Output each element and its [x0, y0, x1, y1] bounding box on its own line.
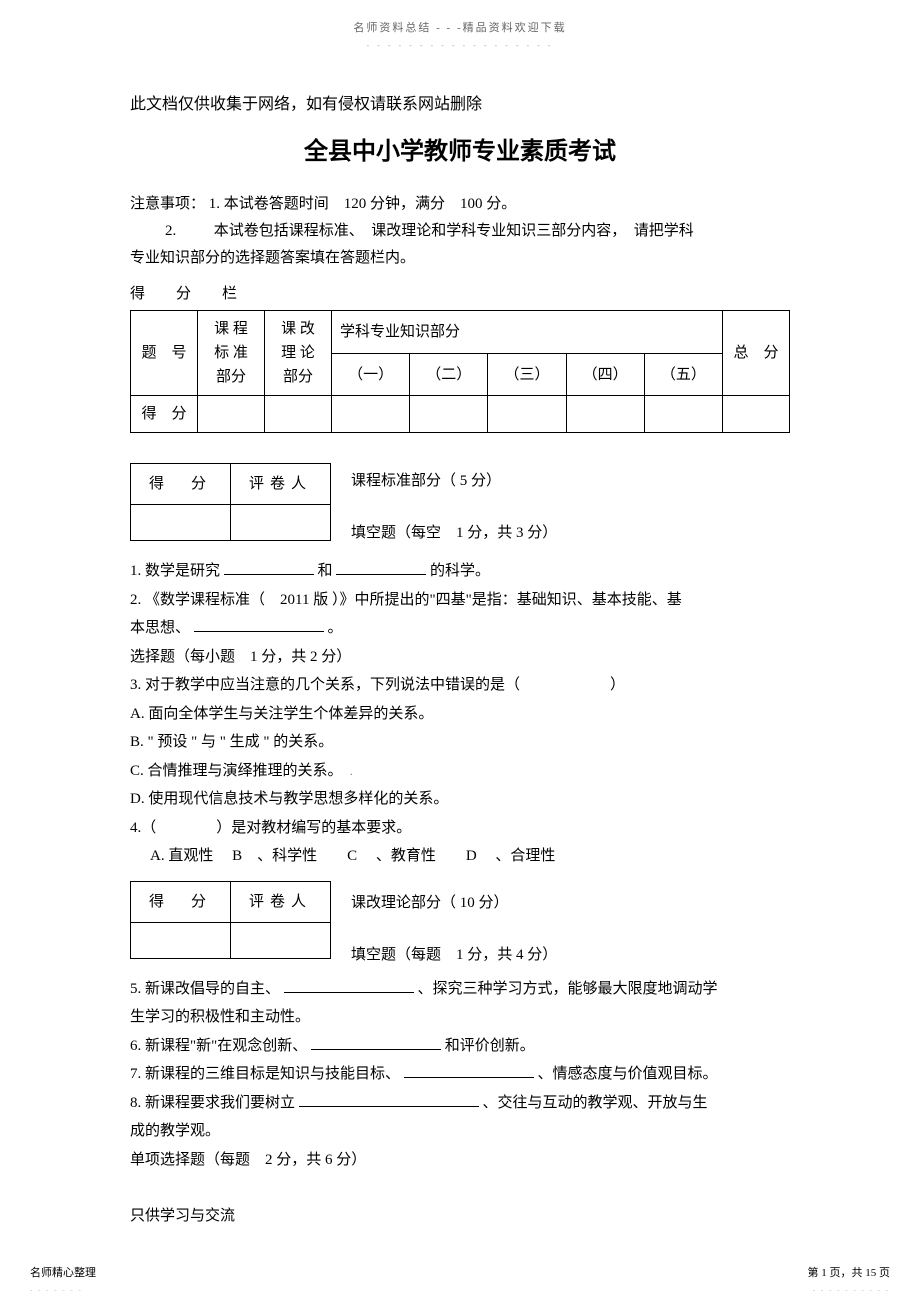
score-cell-8 — [722, 396, 789, 433]
score-cell-4 — [410, 396, 488, 433]
section-2-title: 课改理论部分（ 10 分） — [351, 891, 557, 915]
grader-table-2: 得 分 评卷人 — [130, 881, 331, 959]
q6-blank — [311, 1035, 441, 1050]
page-content: 此文档仅供收集于网络，如有侵权请联系网站删除 全县中小学教师专业素质考试 注意事… — [0, 52, 920, 1228]
q1-blank-2 — [336, 560, 426, 575]
q1-text-1: 1. 数学是研究 — [130, 563, 220, 579]
study-note: 只供学习与交流 — [130, 1204, 790, 1228]
q4-options: A. 直观性 B 、科学性 C 、教育性 D 、合理性 — [150, 842, 790, 871]
section-2-body: 5. 新课改倡导的自主、 、探究三种学习方式，能够最大限度地调动学 生学习的积极… — [130, 975, 790, 1175]
subject-col-2: （二） — [410, 353, 488, 396]
copyright-notice: 此文档仅供收集于网络，如有侵权请联系网站删除 — [130, 92, 790, 118]
q1-text-2: 和 — [318, 563, 333, 579]
grader-person-label: 评卷人 — [231, 464, 331, 505]
section-1-body: 1. 数学是研究 和 的科学。 2. 《数学课程标准（ 2011 版 ）》中所提… — [130, 557, 790, 871]
q2-line2-end: 。 — [328, 620, 343, 636]
q7-post: 、情感态度与价值观目标。 — [538, 1066, 718, 1082]
footer-right-sub: - - - - - - - - - - — [813, 1285, 890, 1296]
instructions-block: 注意事项： 1. 本试卷答题时间 120 分钟，满分 100 分。 2. 本试卷… — [130, 191, 790, 272]
score-cell-2 — [265, 396, 332, 433]
cell-total-score: 总 分 — [722, 311, 789, 396]
instruction-3: 专业知识部分的选择题答案填在答题栏内。 — [130, 245, 790, 272]
q8-blank — [299, 1092, 479, 1107]
score-grid-table: 题 号 课 程 标 准 部分 课 改 理 论 部分 学科专业知识部分 总 分 （… — [130, 310, 790, 433]
grader-score-cell — [131, 505, 231, 541]
q4-stem: 4.（ ）是对教材编写的基本要求。 — [130, 814, 790, 843]
grader-table-1: 得 分 评卷人 — [130, 463, 331, 541]
section-1-titles: 课程标准部分（ 5 分） 填空题（每空 1 分，共 3 分） — [351, 469, 557, 545]
section-2-header: 得 分 评卷人 课改理论部分（ 10 分） 填空题（每题 1 分，共 4 分） — [130, 881, 790, 969]
q5-post: 、探究三种学习方式，能够最大限度地调动学 — [418, 981, 718, 997]
section-1-subtitle: 填空题（每空 1 分，共 3 分） — [351, 521, 557, 545]
subject-col-3: （三） — [488, 353, 566, 396]
footer-left-sub: - - - - - - - — [30, 1285, 83, 1296]
section-2-choice-header: 单项选择题（每题 2 分，共 6 分） — [130, 1146, 790, 1175]
score-cell-3 — [332, 396, 410, 433]
q1-blank-1 — [224, 560, 314, 575]
q8-post: 、交往与互动的教学观、开放与生 — [483, 1095, 708, 1111]
q7-blank — [404, 1063, 534, 1078]
instruction-2-text — [180, 223, 210, 239]
instruction-2-num: 2. — [165, 223, 176, 239]
score-cell-5 — [488, 396, 566, 433]
footer-left: 名师精心整理 — [30, 1265, 96, 1283]
green-mark-icon: . — [350, 767, 353, 778]
q2-blank — [194, 617, 324, 632]
cell-score-label: 得 分 — [131, 396, 198, 433]
q3-option-c: C. 合情推理与演绎推理的关系。 . — [130, 757, 790, 786]
q8-line2: 成的教学观。 — [130, 1117, 790, 1146]
header-watermark-sub: - - - - - - - - - - - - - - - - - - — [0, 40, 920, 53]
score-cell-7 — [644, 396, 722, 433]
section-2-titles: 课改理论部分（ 10 分） 填空题（每题 1 分，共 4 分） — [351, 887, 557, 967]
exam-title: 全县中小学教师专业素质考试 — [130, 133, 790, 171]
cell-course-standard: 课 程 标 准 部分 — [198, 311, 265, 396]
section-2-subtitle: 填空题（每题 1 分，共 4 分） — [351, 943, 557, 967]
q2-line1: 2. 《数学课程标准（ 2011 版 ）》中所提出的"四基"是指：基础知识、基本… — [130, 586, 790, 615]
footer-right: 第 1 页，共 15 页 — [808, 1265, 891, 1283]
q6-pre: 6. 新课程"新"在观念创新、 — [130, 1038, 307, 1054]
header-watermark: 名师资料总结 - - -精品资料欢迎下载 — [0, 0, 920, 38]
q3-option-d: D. 使用现代信息技术与教学思想多样化的关系。 — [130, 785, 790, 814]
grader-person-cell-2 — [231, 922, 331, 958]
grader-score-cell-2 — [131, 922, 231, 958]
subject-col-4: （四） — [566, 353, 644, 396]
q5-pre: 5. 新课改倡导的自主、 — [130, 981, 280, 997]
grader-score-label-2: 得 分 — [131, 881, 231, 922]
subject-col-1: （一） — [332, 353, 410, 396]
cell-curriculum-reform: 课 改 理 论 部分 — [265, 311, 332, 396]
grader-score-label: 得 分 — [131, 464, 231, 505]
q3-option-a: A. 面向全体学生与关注学生个体差异的关系。 — [130, 700, 790, 729]
q1-text-3: 的科学。 — [430, 563, 490, 579]
q5-line2: 生学习的积极性和主动性。 — [130, 1003, 790, 1032]
q3-option-b: B. " 预设 " 与 " 生成 " 的关系。 — [130, 728, 790, 757]
grader-person-label-2: 评卷人 — [231, 881, 331, 922]
score-section-label: 得 分 栏 — [130, 282, 790, 306]
score-cell-1 — [198, 396, 265, 433]
q5-blank — [284, 978, 414, 993]
cell-subject-header: 学科专业知识部分 — [332, 311, 723, 354]
q7-pre: 7. 新课程的三维目标是知识与技能目标、 — [130, 1066, 400, 1082]
score-cell-6 — [566, 396, 644, 433]
section-1-header: 得 分 评卷人 课程标准部分（ 5 分） 填空题（每空 1 分，共 3 分） — [130, 463, 790, 551]
q3-stem: 3. 对于教学中应当注意的几个关系，下列说法中错误的是（ ） — [130, 671, 790, 700]
cell-title-header: 题 号 — [131, 311, 198, 396]
q6-post: 和评价创新。 — [445, 1038, 535, 1054]
instruction-2: 本试卷包括课程标准、 课改理论和学科专业知识三部分内容， 请把学科 — [214, 223, 694, 239]
subject-col-5: （五） — [644, 353, 722, 396]
q8-pre: 8. 新课程要求我们要树立 — [130, 1095, 295, 1111]
section-1-choice-header: 选择题（每小题 1 分，共 2 分） — [130, 643, 790, 672]
instructions-prefix: 注意事项： — [130, 196, 205, 212]
grader-person-cell — [231, 505, 331, 541]
q2-line2-prefix: 本思想、 — [130, 620, 190, 636]
instruction-1: 1. 本试卷答题时间 120 分钟，满分 100 分。 — [209, 196, 517, 212]
section-1-title: 课程标准部分（ 5 分） — [351, 469, 557, 493]
